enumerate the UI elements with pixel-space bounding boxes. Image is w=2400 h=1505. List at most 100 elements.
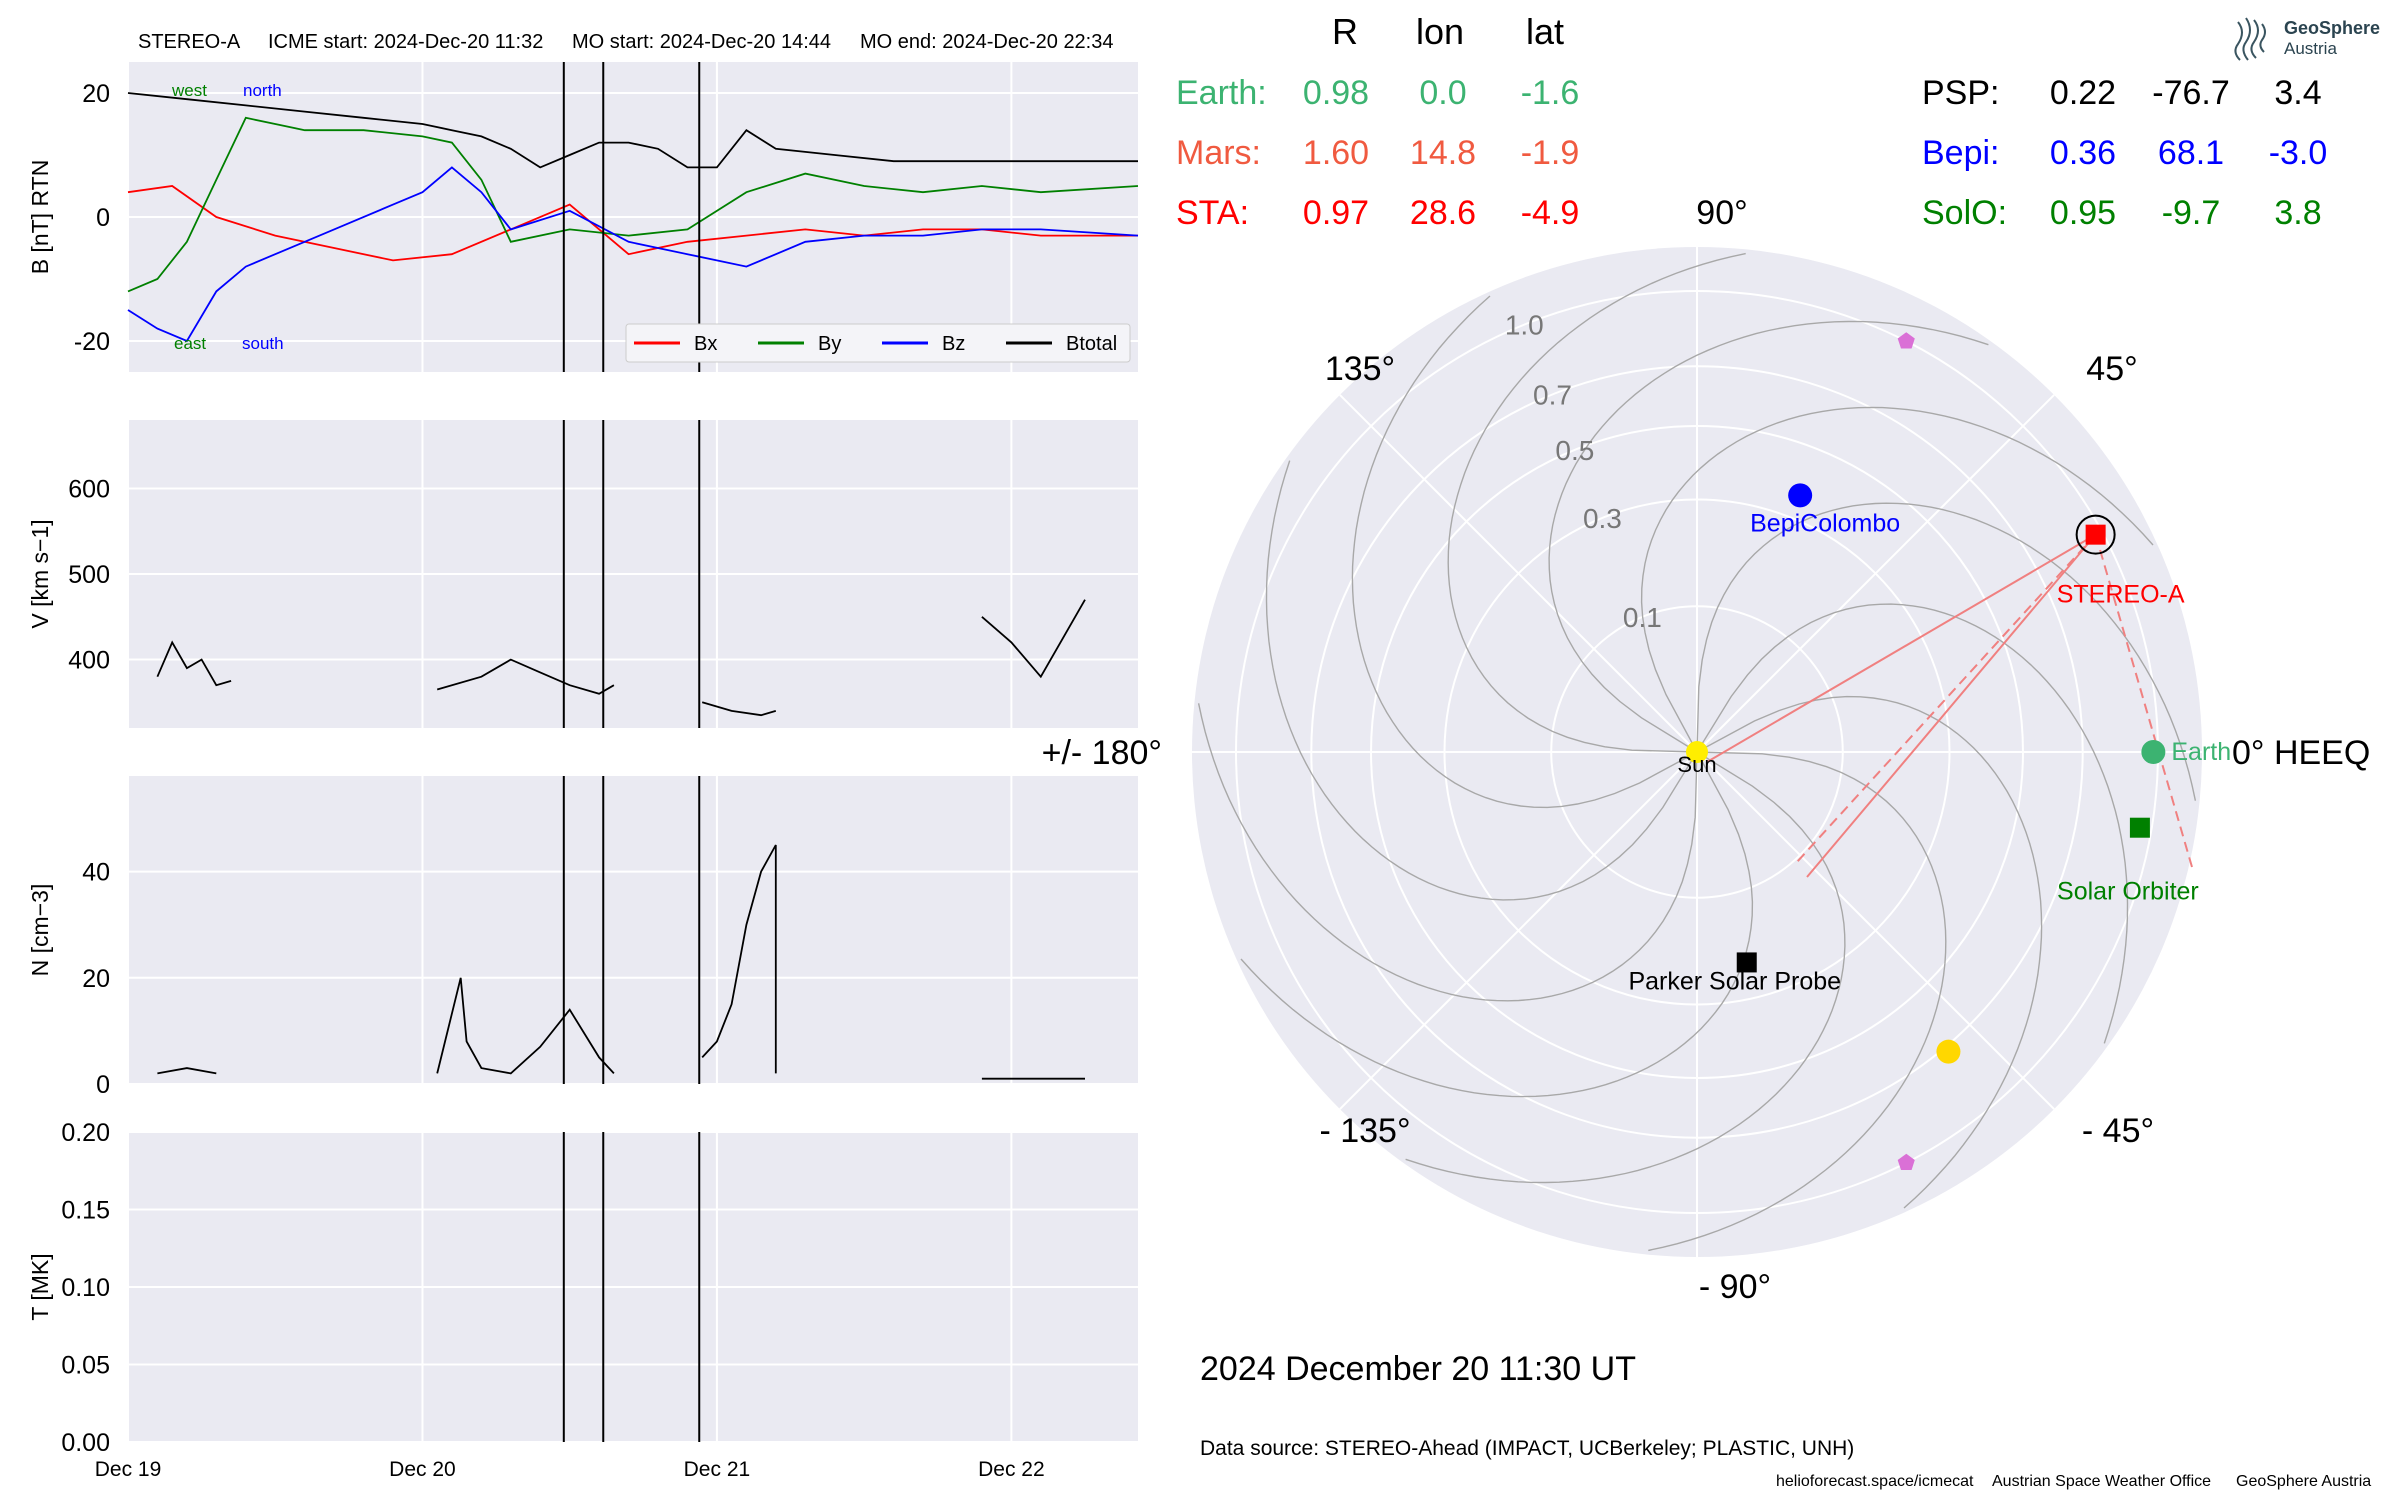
parker-spiral [1696,502,2197,801]
sta-fieldline-dashed [1796,533,2097,863]
legend-by: By [818,333,841,355]
table-label: PSP: [1922,74,1999,112]
stereo-a-ring [2075,514,2116,555]
body-label: Parker Solar Probe [1628,967,1841,995]
angular-gridline [1339,751,1698,1110]
b-legend: Bx By Bz Btotal [625,323,1131,363]
table-lat: -3.0 [2269,134,2328,172]
annotation-north: north [243,81,282,100]
y-tick-label: 500 [68,561,110,589]
table-r: 1.60 [1303,134,1369,172]
table-lon: -9.7 [2162,194,2221,232]
angular-gridline [1339,394,1698,753]
table-header-r: R [1332,11,1358,52]
geosphere-logo: GeoSphere Austria [2234,17,2380,61]
parker-spiral [1197,703,1698,1002]
table-label: SolO: [1922,194,2007,232]
parker-spiral [1648,751,1947,1252]
pink-object-upper-marker [1897,332,1915,349]
table-label: Mars: [1176,134,1261,172]
parker-spiral [1405,751,1846,1184]
series-v-line [156,640,232,687]
table-lon: 28.6 [1410,194,1476,232]
table-lon: 68.1 [2158,134,2224,172]
parker-spiral [1640,406,2154,753]
y-tick-label: 0.00 [61,1429,110,1457]
series-v-line [701,701,777,717]
radial-label: 1.0 [1505,310,1544,341]
bepicolombo-marker [1788,483,1813,508]
series-bz-line [127,166,1139,343]
x-tick-label: Dec 20 [389,1458,456,1481]
legend-bz: Bz [942,333,965,355]
sta-fieldline [1706,533,2097,763]
solar-orbiter-marker [2129,817,2150,838]
angular-gridline [1696,394,2055,753]
parker-solar-probe-marker [1736,952,1757,973]
y-tick-label: 40 [82,859,110,887]
y-tick-label: 0.20 [61,1119,110,1147]
radial-label: 0.7 [1533,379,1572,410]
angle-label: - 135° [1319,1112,1410,1150]
earth-marker [2141,740,2166,764]
legend-btotal: Btotal [1066,333,1117,355]
x-tick-label: Dec 19 [95,1458,162,1481]
legend-bx: Bx [694,333,717,355]
parker-spiral [1696,603,2129,1044]
magnetic-field-panel: -20 0 20 B [nT] RTN [27,62,1139,372]
angle-label: +/- 180° [1042,734,1162,772]
plot-area [128,776,1138,1084]
logo-icon [2234,17,2266,61]
annotation-south: south [242,334,284,353]
annotation-east: east [174,334,206,353]
y-tick-label: 600 [68,475,110,503]
position-table-right: PSP: 0.22 -76.7 3.4 Bepi: 0.36 68.1 -3.0 SolO: 0.… [1922,74,2327,232]
yellow-object-marker [1936,1039,1961,1064]
table-header-lon: lon [1416,11,1464,52]
parker-spiral [1240,751,1754,1098]
parker-spiral [1548,320,1989,753]
y-tick-label: 20 [82,965,110,993]
angle-label: - 90° [1699,1268,1771,1306]
parker-spiral [1447,252,1746,753]
spacecraft-label: STEREO-A [138,31,241,53]
table-r: 0.98 [1303,74,1369,112]
y-tick-label: 0 [96,204,110,232]
table-header-lat: lat [1526,11,1564,52]
angle-label: 135° [1325,350,1395,388]
parker-spiral [1696,695,2043,1209]
footer-url: helioforecast.space/icmecat [1776,1473,1974,1490]
series-n-line [157,1067,217,1075]
y-tick-label: 0.10 [61,1274,110,1302]
radial-label: 0.3 [1583,503,1622,534]
table-lat: -1.9 [1521,134,1580,172]
stereo-a-marker [2085,524,2106,545]
position-table: R lon lat [1332,11,1564,52]
icme-start-label: ICME start: 2024-Dec-20 11:32 [268,31,543,53]
mo-end-label: MO end: 2024-Dec-20 22:34 [860,31,1114,53]
series-n-line [436,977,615,1075]
series-bx-line [127,185,1138,262]
y-tick-label: 20 [82,80,110,108]
series-v-line [436,658,615,695]
series-n-line [701,844,777,1074]
footer-office: Austrian Space Weather Office [1992,1473,2211,1490]
table-r: 0.36 [2050,134,2116,172]
radial-label: 0.5 [1555,435,1594,466]
y-axis-label: N [cm−3] [27,884,53,977]
mo-start-label: MO start: 2024-Dec-20 14:44 [572,31,831,53]
y-tick-label: 400 [68,647,110,675]
y-tick-label: -20 [74,328,110,356]
table-r: 0.97 [1303,194,1369,232]
table-label: Bepi: [1922,134,2000,172]
series-v-line [981,599,1086,679]
table-lon: 14.8 [1410,134,1476,172]
y-tick-label: 0.15 [61,1197,110,1225]
logo-text-1: GeoSphere [2284,18,2380,38]
table-label: Earth: [1176,74,1267,112]
body-label: Sun [1677,752,1716,777]
radial-label: 0.1 [1623,602,1662,633]
series-btotal-line [127,92,1138,169]
